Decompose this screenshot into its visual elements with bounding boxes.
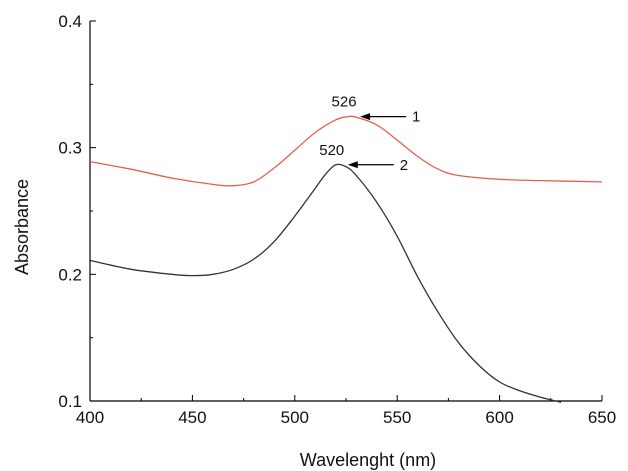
series-line-2 <box>89 163 562 403</box>
y-tick-label: 0.2 <box>58 265 82 284</box>
peak-label-2: 520 <box>319 142 344 159</box>
series-line-1 <box>89 115 603 187</box>
arrow-head-2 <box>347 161 358 169</box>
curve-label-1: 1 <box>412 109 420 126</box>
arrow-head-1 <box>360 113 371 121</box>
series-group <box>89 115 603 403</box>
annotations-group: 526 1 520 2 <box>319 94 420 174</box>
y-tick-label: 0.3 <box>58 139 82 158</box>
x-tick-label: 450 <box>178 408 206 427</box>
x-tick-label: 650 <box>588 408 616 427</box>
x-tick-label: 550 <box>383 408 411 427</box>
peak-label-1: 526 <box>332 94 357 111</box>
y-ticks: 0.1 0.2 0.3 0.4 <box>58 12 96 411</box>
x-axis-title: Wavelenght (nm) <box>300 450 436 470</box>
x-tick-label: 500 <box>281 408 309 427</box>
y-tick-label: 0.1 <box>58 392 82 411</box>
x-tick-label: 400 <box>76 408 104 427</box>
y-axis-title: Absorbance <box>12 179 32 275</box>
y-tick-label: 0.4 <box>58 12 82 31</box>
x-ticks: 400 450 500 550 600 650 <box>76 395 616 427</box>
axes <box>89 21 602 402</box>
x-tick-label: 600 <box>485 408 513 427</box>
curve-label-2: 2 <box>400 157 408 174</box>
